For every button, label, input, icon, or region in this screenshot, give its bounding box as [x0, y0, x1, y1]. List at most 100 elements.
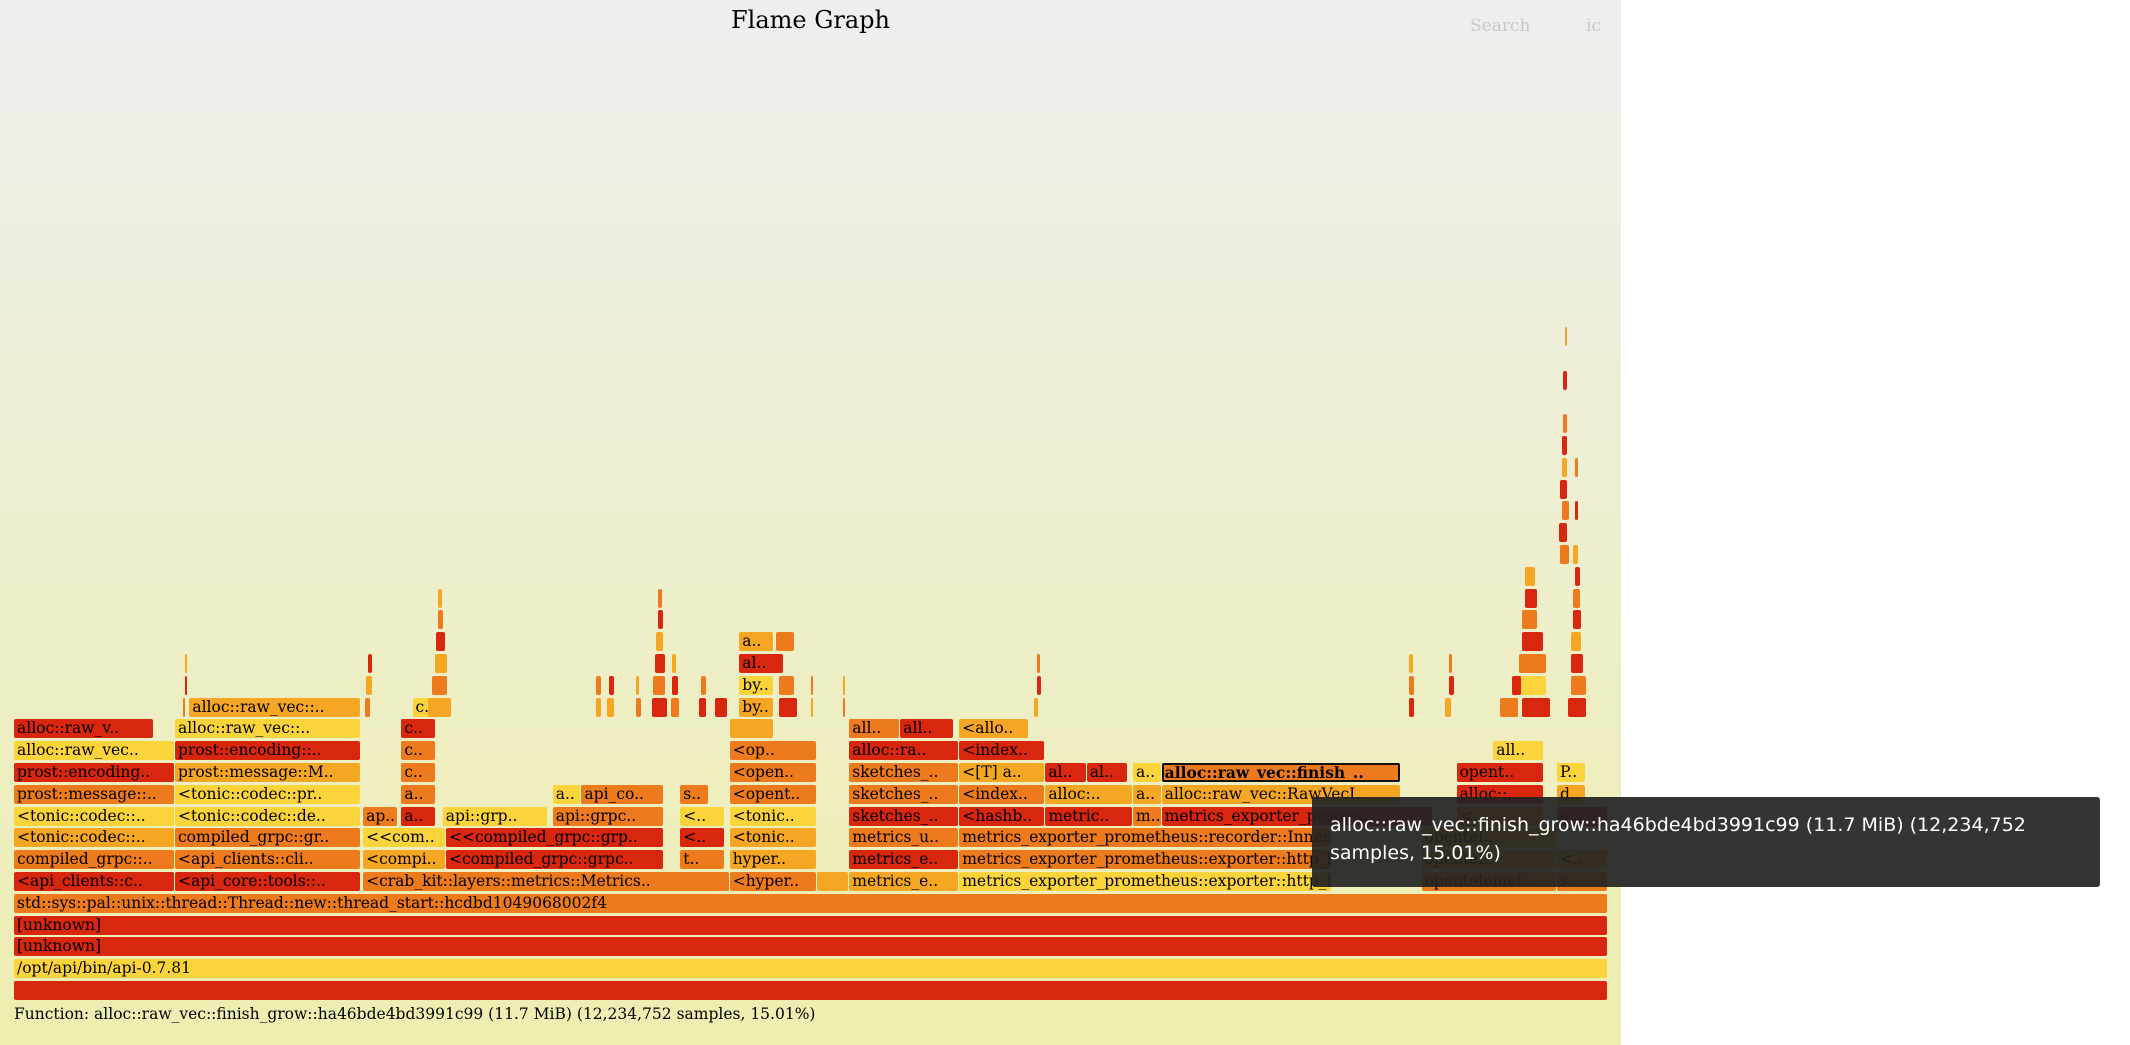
- flame-frame[interactable]: a..: [401, 785, 435, 804]
- flame-frame[interactable]: <api_clients::c..: [14, 872, 174, 891]
- flame-frame[interactable]: t..: [680, 850, 724, 869]
- flame-frame[interactable]: [1562, 436, 1567, 455]
- flame-frame[interactable]: sketches_..: [849, 785, 958, 804]
- flame-frame[interactable]: api::grpc..: [553, 807, 664, 826]
- flame-frame[interactable]: [715, 698, 727, 717]
- flame-frame[interactable]: <open..: [730, 763, 817, 782]
- flame-frame[interactable]: [368, 654, 372, 673]
- flame-frame[interactable]: <..: [680, 807, 724, 826]
- flame-frame[interactable]: [1565, 327, 1567, 346]
- flame-frame[interactable]: prost::message::M..: [175, 763, 360, 782]
- flame-frame[interactable]: [366, 676, 371, 695]
- flame-frame[interactable]: [1525, 589, 1537, 608]
- flame-frame[interactable]: <tonic..: [730, 807, 817, 826]
- flame-frame[interactable]: <<compiled_grpc::grp..: [446, 828, 663, 847]
- flame-frame[interactable]: [1409, 654, 1413, 673]
- flame-frame[interactable]: [811, 676, 813, 695]
- flame-frame[interactable]: al..: [1045, 763, 1085, 782]
- flame-frame[interactable]: [609, 676, 614, 695]
- flame-frame[interactable]: <hyper..: [730, 872, 817, 891]
- flame-frame[interactable]: [438, 610, 443, 629]
- flame-frame[interactable]: a..: [1133, 785, 1161, 804]
- flame-frame[interactable]: [1559, 523, 1568, 542]
- flame-frame[interactable]: sketches_..: [849, 807, 958, 826]
- flame-frame[interactable]: <op..: [730, 741, 817, 760]
- flame-frame[interactable]: alloc::raw_vec::finish_..: [1162, 763, 1400, 782]
- flame-frame[interactable]: <compiled_grpc::grpc..: [446, 850, 663, 869]
- flame-frame[interactable]: [1034, 698, 1038, 717]
- flame-frame[interactable]: [1573, 610, 1582, 629]
- flame-frame[interactable]: [1525, 567, 1535, 586]
- flame-frame[interactable]: <opent..: [730, 785, 817, 804]
- flame-frame[interactable]: [1571, 676, 1586, 695]
- flame-frame[interactable]: <compi..: [363, 850, 445, 869]
- flame-frame[interactable]: metrics_exporter_prometheus::recorder::I…: [959, 828, 1331, 847]
- flame-frame[interactable]: [1560, 480, 1567, 499]
- flame-frame[interactable]: all..: [900, 719, 953, 738]
- flame-frame[interactable]: metric..: [1045, 807, 1132, 826]
- flame-frame[interactable]: by..: [739, 676, 773, 695]
- flame-frame[interactable]: [672, 676, 677, 695]
- flame-frame[interactable]: [1575, 458, 1579, 477]
- flame-frame[interactable]: [1449, 654, 1453, 673]
- flame-frame[interactable]: al..: [1087, 763, 1127, 782]
- flame-frame[interactable]: [1445, 698, 1450, 717]
- flame-frame[interactable]: [655, 654, 665, 673]
- flame-frame[interactable]: c..: [401, 719, 435, 738]
- flame-frame[interactable]: [1409, 698, 1414, 717]
- flame-frame[interactable]: [1037, 654, 1039, 673]
- flame-frame[interactable]: all..: [1493, 741, 1543, 760]
- flame-frame[interactable]: [1563, 371, 1567, 390]
- flame-frame[interactable]: [596, 676, 601, 695]
- flame-frame[interactable]: [436, 632, 445, 651]
- flame-frame[interactable]: /opt/api/bin/api-0.7.81: [14, 959, 1607, 978]
- flame-frame[interactable]: alloc::ra..: [849, 741, 958, 760]
- flame-frame[interactable]: [607, 698, 614, 717]
- flame-frame[interactable]: alloc::raw_vec::..: [189, 698, 360, 717]
- flame-frame[interactable]: [779, 698, 797, 717]
- flame-frame[interactable]: compiled_grpc::gr..: [175, 828, 360, 847]
- flame-frame[interactable]: [636, 698, 641, 717]
- flame-frame[interactable]: [1449, 676, 1454, 695]
- flame-frame[interactable]: [653, 676, 665, 695]
- flame-frame[interactable]: alloc::raw_vec..: [14, 741, 174, 760]
- flame-frame[interactable]: prost::message::..: [14, 785, 174, 804]
- flame-frame[interactable]: [699, 698, 706, 717]
- flame-frame[interactable]: [701, 676, 706, 695]
- flame-frame[interactable]: metrics_exporter_prometheus::exporter::h…: [959, 872, 1331, 891]
- flame-frame[interactable]: [811, 698, 813, 717]
- flame-frame[interactable]: [14, 981, 1607, 1000]
- flame-frame[interactable]: [1571, 632, 1581, 651]
- flame-frame[interactable]: [658, 610, 663, 629]
- flame-frame[interactable]: s..: [680, 785, 708, 804]
- flame-frame[interactable]: [unknown]: [14, 937, 1607, 956]
- flame-frame[interactable]: [843, 676, 845, 695]
- flame-frame[interactable]: [1575, 501, 1579, 520]
- flame-frame[interactable]: [1522, 632, 1543, 651]
- flame-frame[interactable]: a..: [739, 632, 773, 651]
- flame-frame[interactable]: <tonic..: [730, 828, 817, 847]
- flame-frame[interactable]: [1512, 676, 1521, 695]
- flame-frame[interactable]: [1500, 698, 1518, 717]
- flame-frame[interactable]: [776, 632, 794, 651]
- flame-frame[interactable]: [1573, 589, 1580, 608]
- flame-frame[interactable]: [1409, 676, 1414, 695]
- flame-frame[interactable]: [428, 698, 451, 717]
- flame-frame[interactable]: opent..: [1457, 763, 1544, 782]
- flame-frame[interactable]: <index..: [959, 741, 1044, 760]
- flame-frame[interactable]: metrics_e..: [849, 850, 958, 869]
- flame-frame[interactable]: prost::encoding..: [14, 763, 174, 782]
- flame-frame[interactable]: [730, 719, 774, 738]
- flame-frame[interactable]: [1522, 698, 1550, 717]
- flame-frame[interactable]: metrics_e..: [849, 872, 958, 891]
- flame-frame[interactable]: [185, 654, 187, 673]
- flame-frame[interactable]: metrics_u..: [849, 828, 958, 847]
- flame-frame[interactable]: sketches_..: [849, 763, 958, 782]
- flame-frame[interactable]: c..: [401, 741, 435, 760]
- flame-frame[interactable]: alloc::raw_vec::..: [175, 719, 360, 738]
- flame-frame[interactable]: [596, 698, 601, 717]
- flame-frame[interactable]: [1563, 414, 1567, 433]
- flame-frame[interactable]: [1571, 654, 1583, 673]
- flame-frame[interactable]: P..: [1557, 763, 1585, 782]
- flame-frame[interactable]: [656, 632, 663, 651]
